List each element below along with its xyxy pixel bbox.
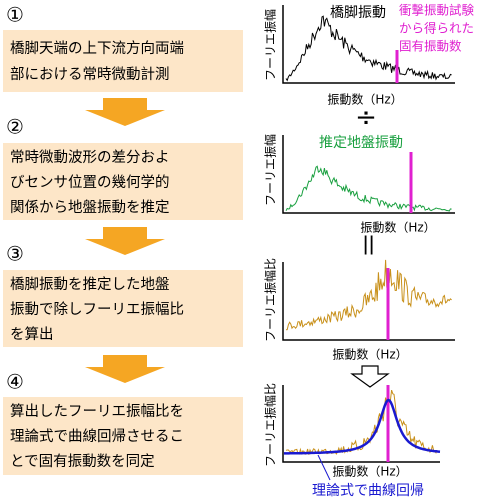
step-text: 橋脚天端の上下流方向両端 — [10, 40, 184, 57]
step-text: 橋脚振動を推定した地盤 — [10, 276, 170, 293]
step-box — [3, 30, 243, 92]
curve-label: 橋脚振動 — [330, 5, 386, 21]
spectrum-curve — [284, 398, 441, 455]
operator: ＝ — [352, 232, 382, 258]
down-arrow — [85, 355, 165, 383]
step-number: ④ — [6, 370, 24, 394]
annotation: 衝撃振動試験 — [399, 3, 475, 18]
hollow-arrow — [350, 365, 390, 388]
step-box — [3, 143, 243, 220]
axes — [282, 385, 440, 463]
y-axis-label: フーリエ振幅 — [263, 134, 278, 206]
annotation: から得られた — [399, 21, 474, 36]
y-axis-label: フーリエ振幅 — [263, 9, 278, 81]
down-arrow — [85, 227, 165, 255]
step-text: 理論式で曲線回帰させるこ — [10, 427, 184, 445]
spectrum-curve — [285, 259, 452, 331]
step-text: びセンサ位置の幾何学的 — [10, 174, 170, 191]
annotation: 理論式で曲線回帰 — [312, 482, 424, 499]
down-arrow — [85, 98, 165, 126]
step-text: 関係から地盤振動を推定 — [10, 199, 170, 216]
operator: ÷ — [355, 103, 377, 133]
step-text: とで固有振動数を同定 — [10, 453, 155, 470]
step-number: ② — [6, 115, 24, 139]
step-text: 部における常時微動計測 — [10, 66, 170, 83]
axes — [282, 262, 455, 341]
axes — [282, 135, 455, 214]
step-text: 算出したフーリエ振幅比を — [10, 403, 184, 420]
step-number: ① — [6, 3, 24, 27]
annotation: 固有振動数 — [399, 39, 462, 54]
step-text: 常時微動波形の差分およ — [10, 149, 170, 166]
step-text: を算出 — [10, 326, 54, 343]
step-number: ③ — [6, 242, 24, 266]
spectrum-curve — [285, 165, 452, 212]
step-box — [3, 397, 243, 475]
curve-label: 推定地盤振動 — [319, 135, 403, 151]
step-box — [3, 270, 243, 347]
y-axis-label: フーリエ振幅比 — [263, 258, 278, 342]
y-axis-label: フーリエ振幅比 — [263, 383, 278, 467]
step-text: 振動で除しフーリエ振幅比 — [10, 301, 184, 318]
x-axis-label: 振動数（Hz） — [360, 220, 435, 235]
x-axis-label: 振動数（Hz） — [332, 464, 407, 479]
x-axis-label: 振動数（Hz） — [332, 347, 407, 362]
spectrum-curve — [285, 15, 452, 82]
leader-line — [317, 454, 331, 481]
x-axis-label: 振動数（Hz） — [327, 92, 402, 107]
